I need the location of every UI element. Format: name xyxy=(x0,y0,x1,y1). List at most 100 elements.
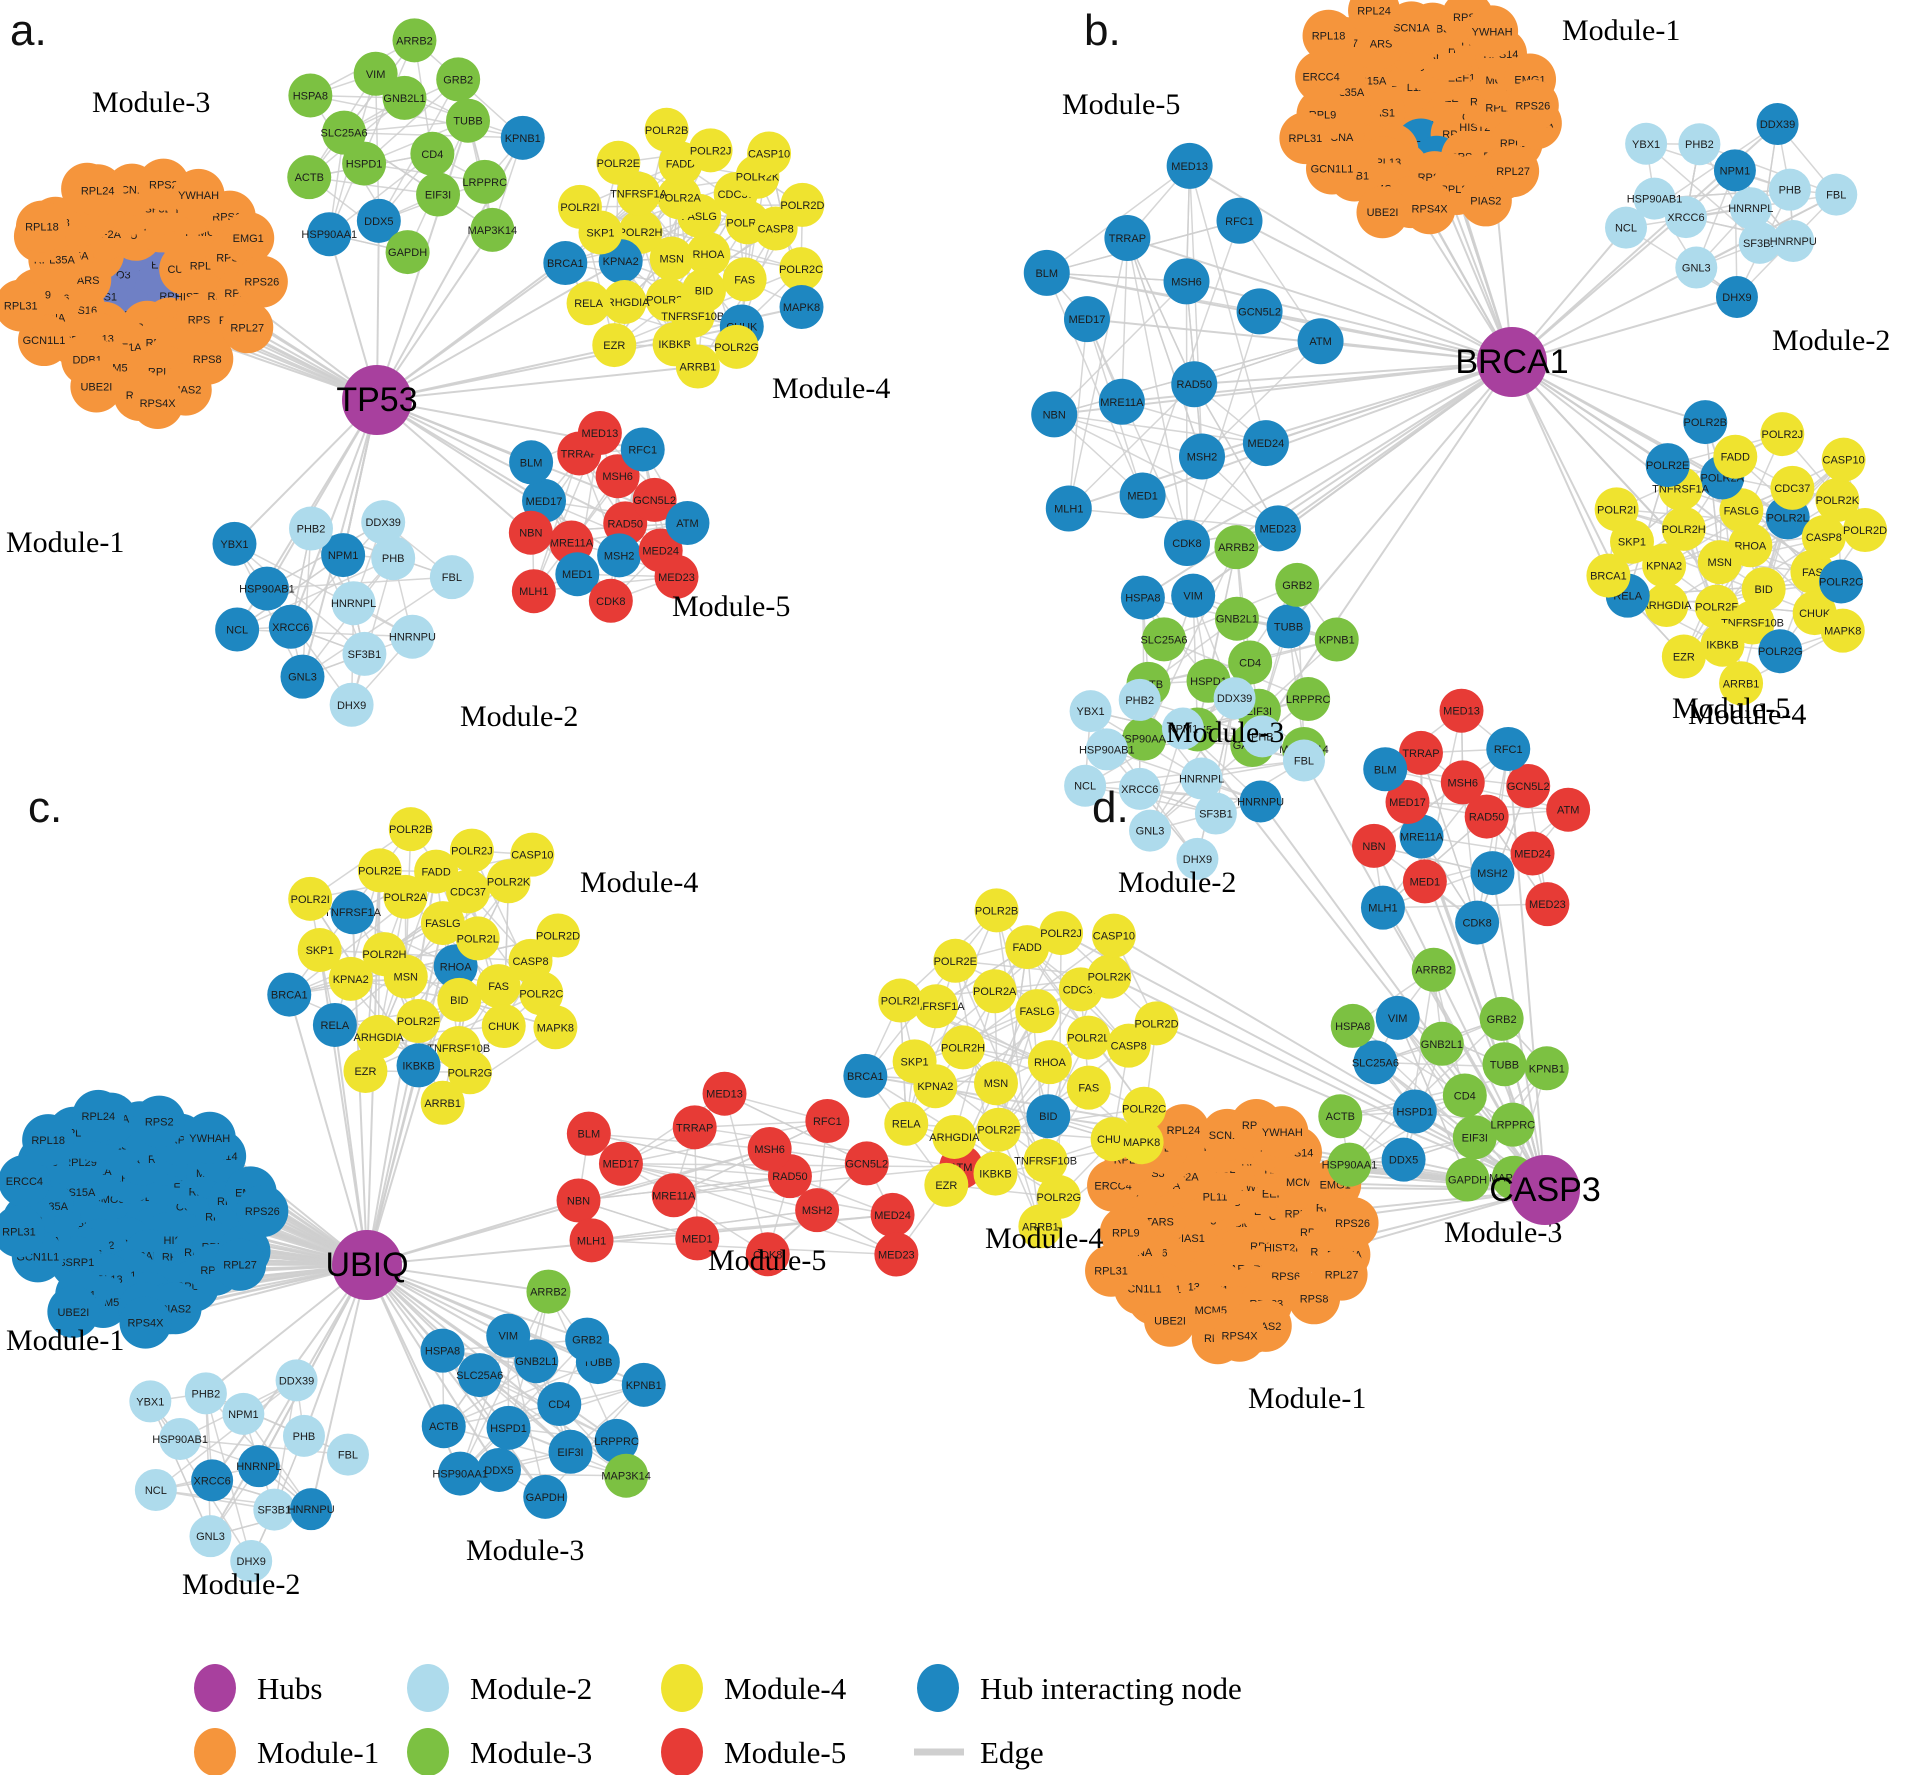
node-CDC37 xyxy=(1770,465,1815,510)
hub-edge xyxy=(1186,280,1513,363)
node-CDK8 xyxy=(1163,519,1210,566)
edge xyxy=(236,557,394,631)
node-FAS xyxy=(722,257,767,302)
node-HSP90AB1 xyxy=(1633,177,1676,220)
panel-letter-c: c. xyxy=(28,783,62,832)
node-MAPK8 xyxy=(533,1005,578,1050)
hub-edge xyxy=(1511,296,1738,363)
panel-letter-d: d. xyxy=(1092,783,1129,832)
edge xyxy=(1373,748,1509,847)
node-HNRNPU xyxy=(1772,219,1815,262)
node-POLR2C xyxy=(779,247,824,292)
node-ARRB2 xyxy=(392,18,437,63)
edge xyxy=(1188,165,1203,457)
node-MSN xyxy=(649,236,694,281)
node-GRB2 xyxy=(436,57,481,102)
edge xyxy=(1348,1018,1503,1166)
node-HSPD1 xyxy=(486,1405,531,1450)
hub-node-CASP3 xyxy=(1510,1155,1580,1225)
node-RELA xyxy=(566,281,611,326)
node-MED1 xyxy=(1119,472,1166,519)
node-ATM xyxy=(665,500,710,545)
node-POLR2E xyxy=(933,938,978,983)
node-RPS26 xyxy=(236,1185,289,1238)
node-PHB2 xyxy=(288,506,333,551)
node-HSPA8 xyxy=(420,1328,465,1373)
node-IKBKB xyxy=(1700,622,1745,667)
label-layer: a.Module-1Module-2Module-3Module-4Module… xyxy=(6,6,1890,1601)
node-FADD xyxy=(1713,434,1758,479)
node-TRRAP xyxy=(1104,215,1151,262)
node-PHB xyxy=(282,1414,325,1457)
node-TRRAP xyxy=(672,1105,717,1150)
node-POLR2G xyxy=(447,1050,492,1095)
node-RPL18 xyxy=(1302,9,1355,62)
edge xyxy=(1186,311,1261,544)
node-YWHAH xyxy=(1256,1106,1309,1159)
hub-edge xyxy=(310,1264,368,1510)
node-HSP90AB1 xyxy=(1085,728,1128,771)
node-FADD xyxy=(414,849,459,894)
node-MSH6 xyxy=(747,1126,792,1171)
node-UBE2I xyxy=(1356,186,1409,239)
node-EZR xyxy=(592,323,637,368)
edge xyxy=(1053,413,1279,530)
edge-layer xyxy=(18,9,1866,1562)
edge xyxy=(1192,594,1337,641)
node-CDK8 xyxy=(1455,900,1500,945)
node-POLR2I xyxy=(557,184,602,229)
edge xyxy=(443,1425,627,1477)
module-label-a-module-4: Module-4 xyxy=(772,372,890,405)
node-PHB2 xyxy=(1118,678,1161,721)
node-RPL31 xyxy=(1279,112,1332,165)
edge xyxy=(1068,319,1088,509)
edge xyxy=(1046,272,1187,283)
node-MSH2 xyxy=(597,533,642,578)
node-GNL3 xyxy=(189,1515,232,1558)
node-MED1 xyxy=(675,1216,720,1261)
node-GRB2 xyxy=(1275,562,1320,607)
node-SLC25A6 xyxy=(1142,617,1187,662)
node-MSH2 xyxy=(1178,433,1225,480)
node-NPM1 xyxy=(321,533,366,578)
node-MED24 xyxy=(1242,420,1289,467)
node-POLR2A xyxy=(972,969,1017,1014)
node-KPNB1 xyxy=(1314,617,1359,662)
legend-swatch-interactor xyxy=(917,1664,959,1712)
node-RPL31 xyxy=(0,279,47,332)
node-NCL xyxy=(1605,206,1648,249)
node-VIM xyxy=(1171,573,1216,618)
node-DHX9 xyxy=(230,1540,273,1583)
node-FAS xyxy=(476,964,521,1009)
node-POLR2H xyxy=(362,932,407,977)
node-HNRNPL xyxy=(331,581,376,626)
hub-edge xyxy=(209,1264,368,1537)
node-GCN5L2 xyxy=(1236,288,1283,335)
node-TUBB xyxy=(1482,1042,1527,1087)
module-label-b-module-4: Module-4 xyxy=(1688,698,1806,731)
node-RPL27 xyxy=(214,1238,267,1291)
module-label-c-module-2: Module-2 xyxy=(182,1568,300,1601)
node-PHB xyxy=(371,536,416,581)
node-TNFRSF1A xyxy=(914,984,959,1029)
edge xyxy=(1068,383,1195,510)
edge xyxy=(1143,546,1238,739)
node-MAP3K14 xyxy=(470,207,515,252)
node-LRPPRC xyxy=(462,159,507,204)
node-RPS4X xyxy=(119,1296,172,1349)
node-FBL xyxy=(1815,173,1858,216)
node-RPL18 xyxy=(22,1114,75,1167)
node-POLR2F xyxy=(396,999,441,1044)
legend-label: Edge xyxy=(980,1735,1044,1770)
node-RPS26 xyxy=(1326,1197,1379,1250)
legend-label: Module-4 xyxy=(724,1671,847,1706)
node-BRCA1 xyxy=(267,972,312,1017)
node-CASP10 xyxy=(1091,913,1136,958)
node-YBX1 xyxy=(1069,690,1112,733)
node-PHB2 xyxy=(184,1372,227,1415)
node-RPL24 xyxy=(1157,1104,1210,1157)
hub-edge xyxy=(1277,361,1513,530)
node-POLR2I xyxy=(288,876,333,921)
node-MLH1 xyxy=(511,569,556,614)
node-POLR2B xyxy=(388,807,433,852)
